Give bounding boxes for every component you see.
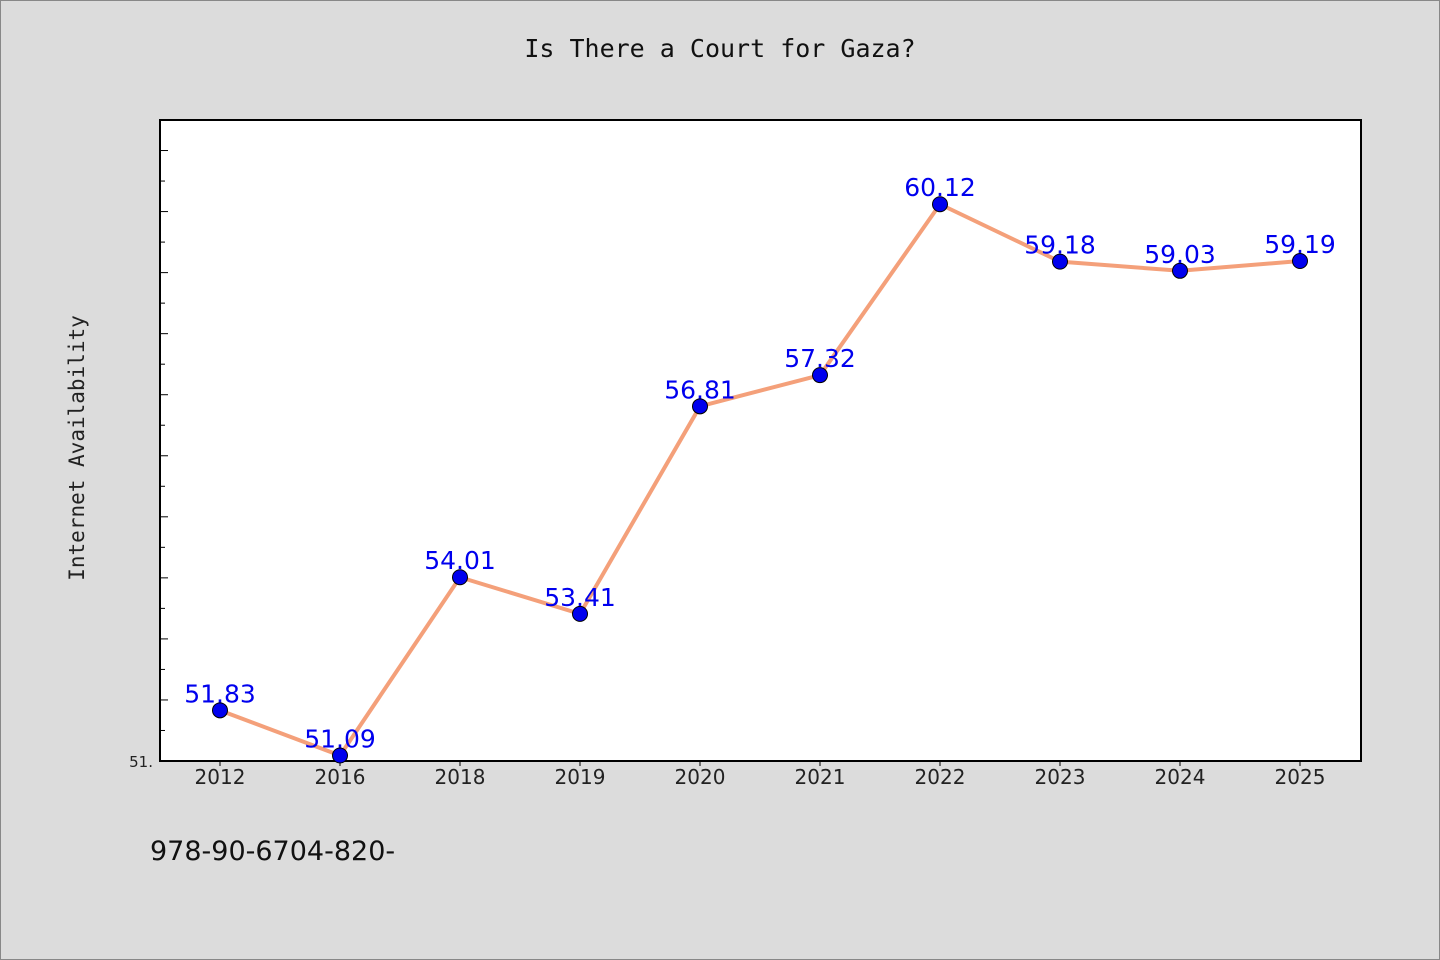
data-label: 54.01 (424, 546, 496, 575)
data-label: 53.41 (544, 583, 616, 612)
data-label: 59.19 (1264, 230, 1336, 259)
data-label: 60.12 (904, 173, 976, 202)
data-point (452, 569, 468, 586)
footer-text: 978-90-6704-820- (150, 836, 396, 867)
x-tick-label: 2016 (315, 765, 366, 789)
data-label: 51.09 (304, 725, 376, 754)
x-tick-label: 2012 (195, 765, 246, 789)
x-tick-label: 2018 (435, 765, 486, 789)
plot-area (159, 119, 1362, 762)
data-point (1052, 253, 1068, 270)
x-tick-label: 2019 (555, 765, 606, 789)
y-axis-label: Internet Availability (65, 315, 89, 581)
data-point (212, 702, 228, 719)
data-point (1172, 262, 1188, 279)
data-point (812, 367, 828, 384)
data-point (932, 196, 948, 213)
data-label: 57.32 (784, 344, 856, 373)
x-axis-ticks: 2012 2016 2018 2019 2020 2021 2022 2023 2024 2025 (195, 761, 1326, 789)
x-tick-label: 2024 (1155, 765, 1206, 789)
data-point (572, 605, 588, 622)
data-point (332, 747, 348, 764)
data-label: 59.03 (1144, 240, 1216, 269)
data-label: 59.18 (1024, 231, 1096, 260)
chart-title: Is There a Court for Gaza? (524, 34, 916, 63)
data-markers (212, 196, 1308, 764)
x-tick-label: 2020 (675, 765, 726, 789)
data-labels: 51.83 51.09 54.01 53.41 56.81 57.32 60.12 59.18… (184, 173, 1336, 753)
x-tick-label: 2023 (1035, 765, 1086, 789)
data-label: 51.83 (184, 679, 256, 708)
data-label: 56.81 (664, 375, 736, 404)
data-point (692, 398, 708, 415)
x-tick-label: 2025 (1275, 765, 1326, 789)
y-tick-label: 51. (129, 753, 153, 771)
data-point (1292, 253, 1308, 270)
series-line (219, 202, 1301, 758)
y-axis-ticks (160, 119, 168, 762)
x-tick-label: 2021 (795, 765, 846, 789)
x-tick-label: 2022 (915, 765, 966, 789)
